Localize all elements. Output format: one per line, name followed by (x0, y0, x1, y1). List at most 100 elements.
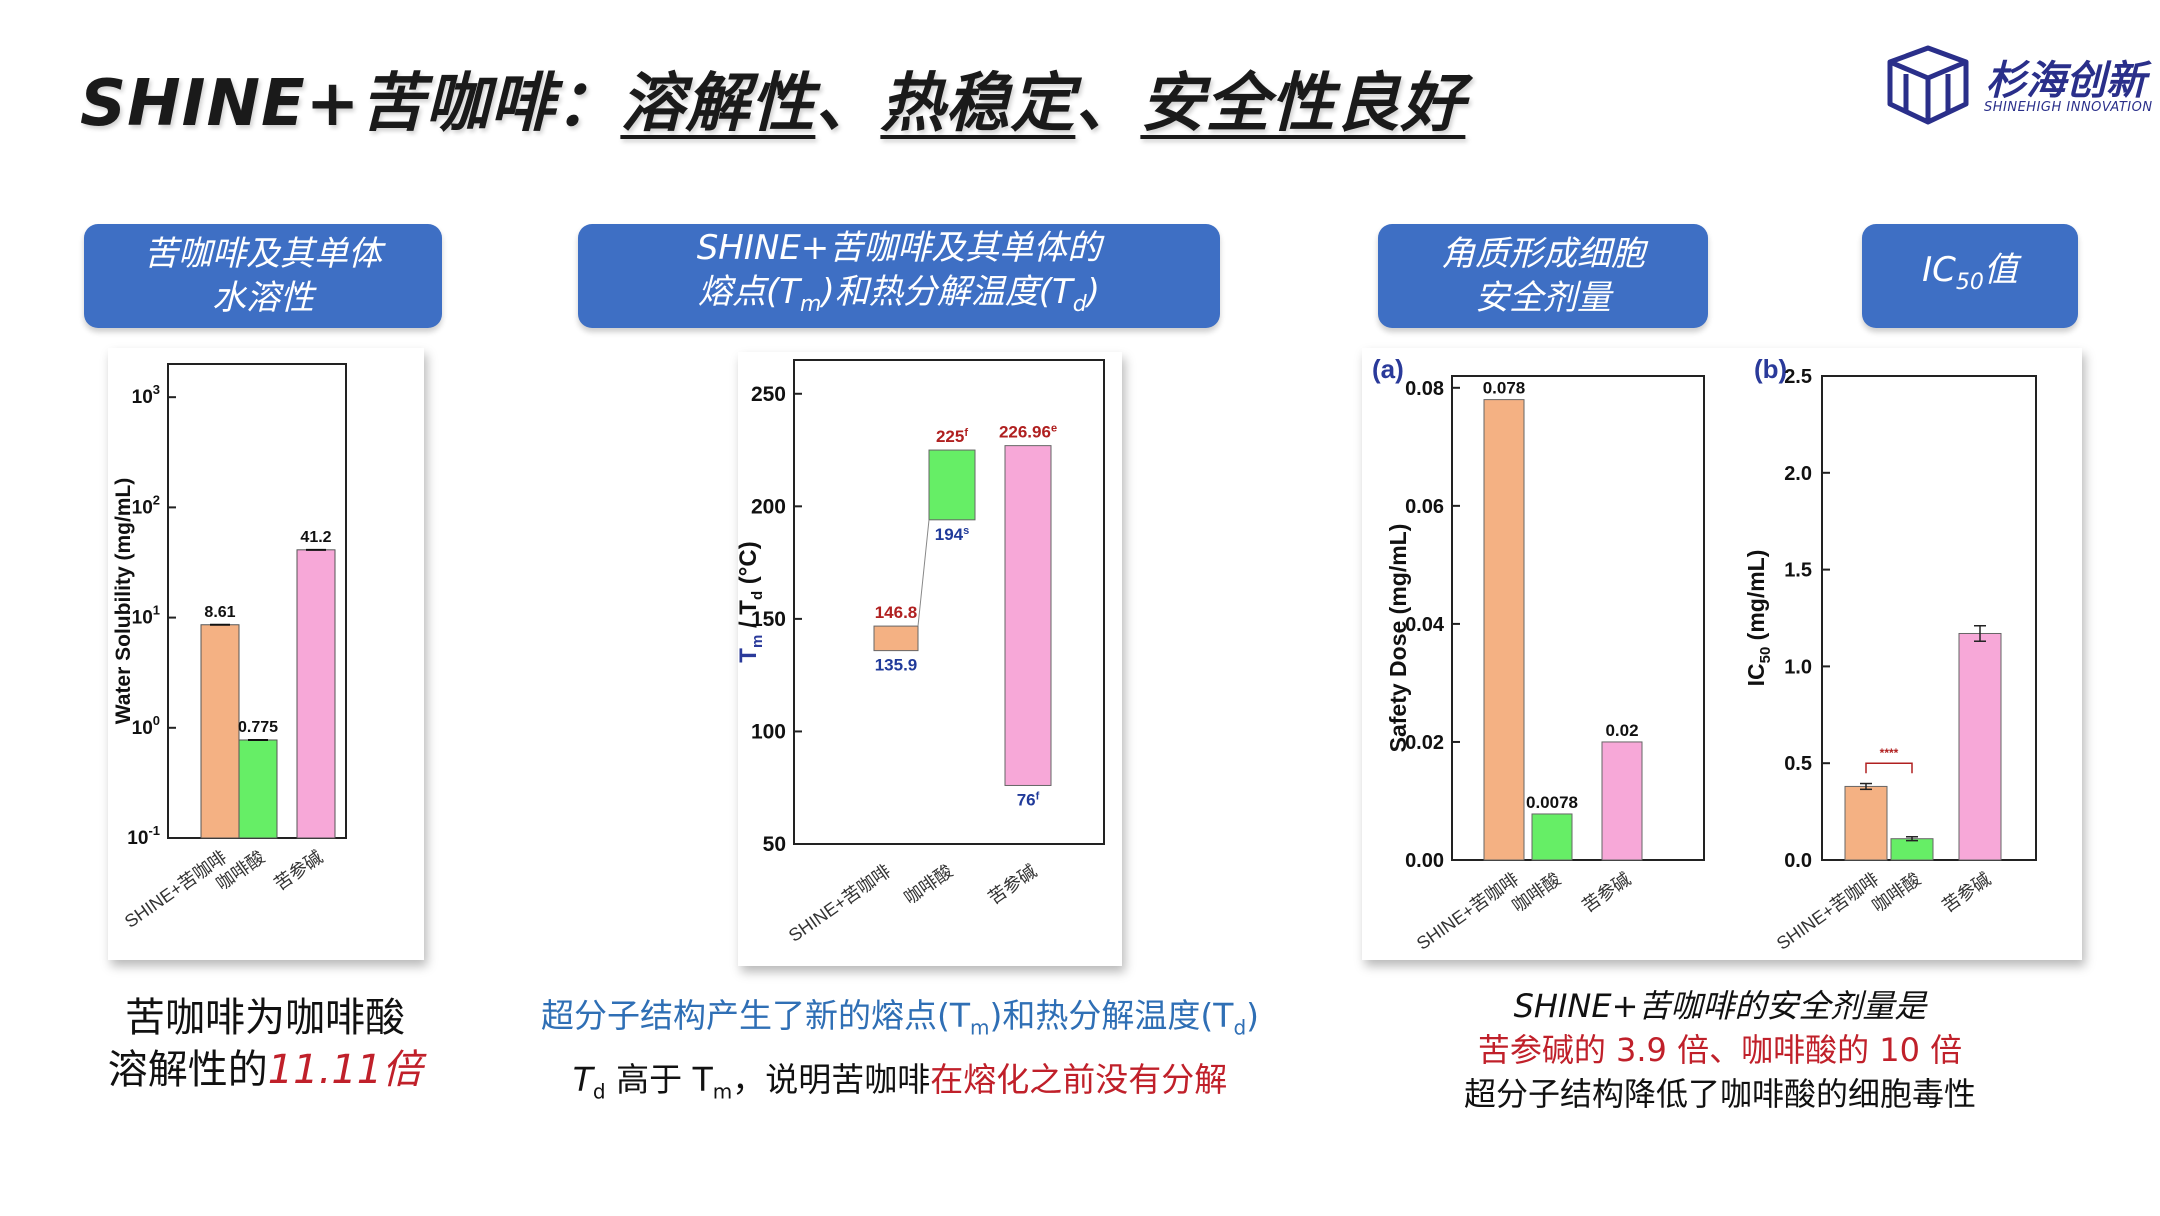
c1-category-label-0: SHINE+苦咖啡 (121, 847, 230, 932)
caption-safety: SHINE+苦咖啡的安全剂量是 苦参碱的 3.9 倍、咖啡酸的 10 倍 超分子… (1380, 984, 2060, 1116)
y-axis-title: Water Solubility (mg/mL) (112, 478, 135, 725)
bar-0 (200, 624, 240, 839)
logo-chinese-name: 杉海创新 (1986, 58, 2146, 104)
panel-label-a: (a) (1372, 354, 1404, 384)
c2-category-label-0: SHINE+苦咖啡 (785, 861, 894, 946)
c4-category-label-0: SHINE+苦咖啡 (1773, 869, 1882, 954)
title-sep-2: 、 (1075, 67, 1141, 141)
c4-category-label-2: 苦参碱 (1939, 869, 1995, 916)
caption-safety-line1: SHINE+苦咖啡的安全剂量是 (1513, 987, 1927, 1025)
bar-0 (1483, 399, 1525, 861)
y-tick-label-2: 0.04 (1405, 614, 1445, 636)
bar-1 (238, 739, 278, 839)
y-tick-label-4: 2.0 (1784, 463, 1812, 485)
caption-thermal-line1: 超分子结构产生了新的熔点(Tm)和热分解温度(Td) (540, 996, 1260, 1040)
data-label-1: 0.0078 (1526, 793, 1578, 812)
data-label-1: 0.775 (238, 719, 278, 736)
y-tick-label-4: 103 (132, 382, 160, 408)
y-tick-label-4: 0.08 (1405, 378, 1444, 400)
pill-solubility-line1: 苦咖啡及其单体 (144, 234, 382, 274)
y-axis-title: IC50 (mg/mL) (1743, 550, 1774, 687)
y-tick-label-3: 0.06 (1405, 496, 1444, 518)
ic50-chart: (b) 0.0 0.5 1.0 1.5 2.0 2.5 **** IC50 (mg/mL) SHI… (1743, 354, 2037, 954)
bar-2 (1601, 741, 1643, 861)
pill-solubility: 苦咖啡及其单体 水溶性 (84, 224, 442, 328)
title-sep-1: 、 (815, 67, 881, 141)
pill-ic50-label: IC50值 (1922, 249, 2018, 295)
range-bar-1 (928, 449, 976, 521)
top-label-1: 225f (936, 427, 968, 446)
connector-line (917, 519, 930, 627)
data-label-2: 41.2 (300, 529, 331, 546)
c3-category-label-1: 咖啡酸 (1509, 869, 1565, 916)
thermal-chart-card: 50 100 150 200 250 146.8 135.9 225f 194s 226.96e 7… (738, 352, 1122, 966)
y-tick-label-2: 150 (751, 608, 786, 631)
bottom-label-0: 135.9 (875, 656, 918, 675)
panel-label-b: (b) (1754, 354, 1787, 384)
title-solubility: 溶解性 (620, 67, 816, 141)
caption-safety-line2: 苦参碱的 3.9 倍、咖啡酸的 10 倍 (1477, 1031, 1963, 1069)
pill-solubility-line2: 水溶性 (212, 278, 314, 318)
range-bar-2 (1004, 445, 1052, 786)
safety-dose-chart: (a)0.000.020.040.060.08 0.0780.00780.02Sa… (1372, 354, 1705, 954)
caption-safety-line3: 超分子结构降低了咖啡酸的细胞毒性 (1463, 1075, 1976, 1113)
c3-category-label-2: 苦参碱 (1579, 869, 1635, 916)
bar-2 (296, 549, 336, 839)
y-tick-label-5: 2.5 (1784, 366, 1812, 388)
safety-ic50-card: (a) 0.00 0.02 0.04 0.06 0.08 0.078 0.0078 0.02 Sa… (1362, 348, 2082, 960)
pill-safety-line2: 安全剂量 (1475, 278, 1611, 318)
solubility-chart-card: 10-1 100 101 102 103 8.61 0.775 41.2 Water Solub… (108, 348, 424, 960)
bar-1 (1890, 838, 1934, 861)
bottom-label-1: 194s (935, 525, 970, 544)
bar-2 (1958, 632, 2002, 861)
caption-solubility-line1: 苦咖啡为咖啡酸 (125, 995, 405, 1041)
title-thermal: 热稳定 (880, 67, 1076, 141)
c4-category-label-1: 咖啡酸 (1869, 869, 1925, 916)
thermal-chart: 50 100 150 200 250 146.8 135.9 225f 194s 226.96e 7… (738, 359, 1105, 946)
y-tick-label-0: 50 (763, 833, 786, 856)
brand-logo: 杉海创新 SHINEHIGH INNOVATION (1880, 42, 2152, 132)
pill-ic50: IC50值 (1862, 224, 2078, 328)
c2-category-label-1: 咖啡酸 (901, 861, 957, 908)
bar-0 (1844, 785, 1888, 861)
caption-thermal: 超分子结构产生了新的熔点(Tm)和热分解温度(Td) Td 高于 Tm，说明苦咖… (500, 990, 1300, 1117)
pill-safety-line1: 角质形成细胞 (1441, 234, 1645, 274)
y-tick-label-0: 0.00 (1405, 850, 1444, 872)
plot-frame (1451, 375, 1705, 861)
y-axis-title: Tm / Td (°C) (738, 541, 766, 662)
y-tick-label-0: 10-1 (127, 823, 160, 849)
c1-category-label-2: 苦参碱 (271, 847, 327, 894)
y-tick-label-1: 100 (132, 713, 160, 739)
top-label-2: 226.96e (999, 423, 1057, 442)
logo-english-name: SHINEHIGH INNOVATION (1984, 100, 2153, 115)
title-safety: 安全性良好 (1140, 67, 1466, 141)
data-label-2: 0.02 (1605, 721, 1638, 740)
caption-solubility: 苦咖啡为咖啡酸 溶解性的11.11倍 (80, 992, 450, 1096)
y-tick-label-2: 101 (132, 603, 160, 629)
y-tick-label-0: 0.0 (1784, 850, 1812, 872)
c3-category-label-0: SHINE+苦咖啡 (1413, 869, 1522, 954)
top-label-0: 146.8 (875, 603, 918, 622)
pill-safety-dose: 角质形成细胞 安全剂量 (1378, 224, 1708, 328)
page-title: SHINE+苦咖啡：溶解性、热稳定、安全性良好 (80, 52, 1465, 152)
y-tick-label-3: 1.5 (1784, 560, 1812, 582)
caption-thermal-line2: Td 高于 Tm，说明苦咖啡在熔化之前没有分解 (572, 1059, 1228, 1104)
y-tick-label-1: 0.02 (1405, 732, 1444, 754)
data-label-0: 0.078 (1483, 379, 1526, 398)
c2-category-label-2: 苦参碱 (985, 861, 1041, 908)
y-tick-label-3: 200 (751, 495, 786, 518)
plot-frame (793, 359, 1105, 845)
solubility-chart: 10-1 100 101 102 103 8.61 0.775 41.2 Water Solub… (112, 363, 347, 932)
y-tick-label-4: 250 (751, 383, 786, 406)
cube-logo-icon (1887, 45, 1969, 125)
range-bar-0 (873, 625, 919, 652)
title-prefix: SHINE+苦咖啡： (80, 67, 621, 141)
pill-thermal: SHINE+苦咖啡及其单体的 熔点(Tm)和热分解温度(Td) (578, 224, 1220, 328)
data-label-0: 8.61 (204, 604, 235, 621)
significance-bracket (1865, 762, 1913, 774)
y-tick-label-2: 1.0 (1784, 656, 1812, 678)
pill-thermal-line2: 熔点(Tm)和热分解温度(Td) (697, 271, 1101, 317)
y-tick-label-3: 102 (132, 492, 160, 518)
bar-1 (1531, 813, 1573, 861)
pill-thermal-line1: SHINE+苦咖啡及其单体的 (696, 227, 1102, 268)
